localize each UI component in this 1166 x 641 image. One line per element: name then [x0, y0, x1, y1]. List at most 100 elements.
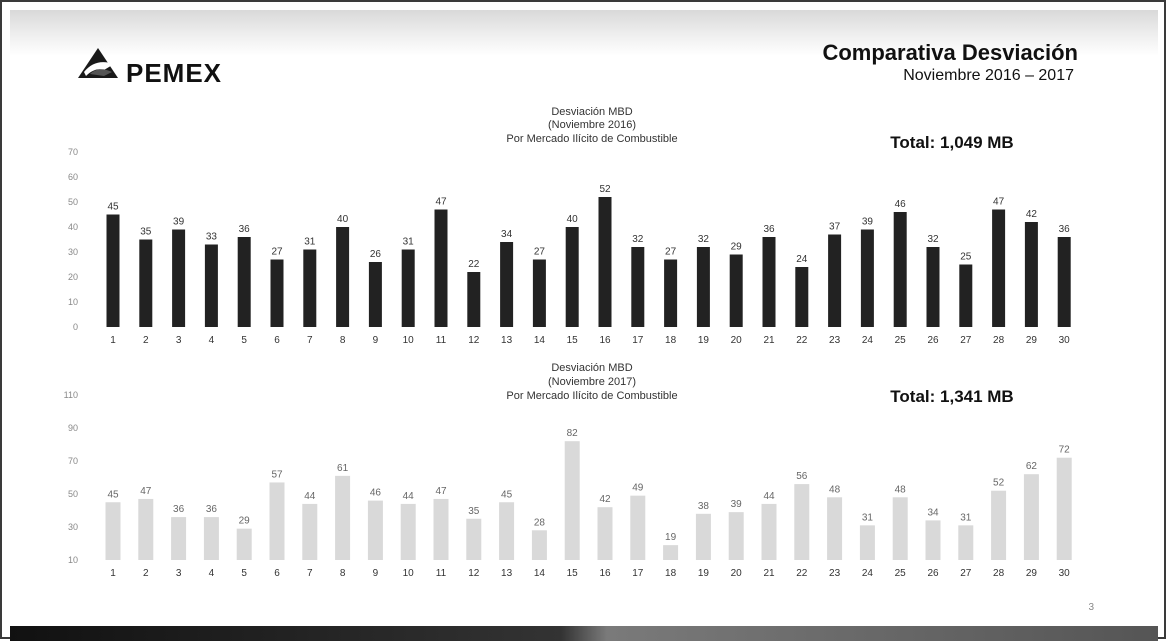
- chart-2016-xtick: 25: [895, 335, 907, 346]
- chart-2017-bar: [663, 545, 679, 560]
- chart-2017-bar: [794, 484, 810, 560]
- chart-2016-bar: [926, 247, 940, 327]
- chart-2016-xtick: 29: [1026, 335, 1038, 346]
- chart-2017-bar: [859, 525, 875, 560]
- chart-2016-xtick: 18: [665, 335, 677, 346]
- chart-2016-xtick: 16: [599, 335, 611, 346]
- chart-2016-bar: [401, 249, 415, 327]
- chart-2016-value-label: 47: [993, 197, 1005, 208]
- chart-2017-bar: [138, 498, 154, 560]
- chart-november-2017: Desviación MBD (Noviembre 2017) Por Merc…: [64, 362, 1072, 579]
- chart-2017-value-label: 72: [1059, 445, 1071, 456]
- chart-2017-value-label: 44: [304, 491, 316, 502]
- chart-2017-bar: [1023, 474, 1039, 560]
- chart-2017-bar: [827, 497, 843, 560]
- chart-2016-ytick: 20: [68, 272, 78, 282]
- chart-2017-value-label: 31: [960, 512, 972, 523]
- header-band: [10, 10, 1158, 56]
- chart-2016-ytick: 30: [68, 247, 78, 257]
- chart-2017-bar: [367, 500, 383, 560]
- chart-2016-bar: [434, 209, 448, 327]
- chart-2016-title: Desviación MBD: [551, 106, 632, 118]
- chart-2017-value-label: 39: [731, 499, 743, 510]
- chart-2017-value-label: 47: [140, 486, 152, 497]
- chart-2017-value-label: 35: [468, 506, 480, 517]
- chart-2017-xtick: 6: [274, 568, 280, 579]
- chart-2016-bar: [336, 227, 350, 327]
- chart-2016-value-labels: 45 35 39 33 36 27 31 40 26 31 47 22 34 27 40 52 32 27 32 29…: [107, 184, 1070, 270]
- page-number: 3: [1088, 602, 1094, 613]
- chart-2016-xtick: 3: [176, 335, 182, 346]
- chart-2016-value-label: 32: [927, 234, 939, 245]
- chart-2016-value-label: 36: [763, 224, 775, 235]
- chart-2016-value-label: 52: [599, 184, 611, 195]
- chart-2016-value-label: 36: [1059, 224, 1071, 235]
- chart-2016-xtick: 8: [340, 335, 346, 346]
- chart-2017-bar: [991, 490, 1007, 560]
- chart-2016-xtick: 5: [241, 335, 247, 346]
- chart-2016-xtick: 30: [1059, 335, 1071, 346]
- chart-2016-xtick: 6: [274, 335, 280, 346]
- chart-2017-xtick: 4: [209, 568, 215, 579]
- chart-2016-xtick: 23: [829, 335, 841, 346]
- chart-2017-value-label: 47: [435, 486, 447, 497]
- chart-2017-bar: [466, 518, 482, 560]
- chart-2016-value-label: 47: [435, 197, 447, 208]
- chart-2016-xtick: 15: [567, 335, 579, 346]
- chart-2016-ytick: 60: [68, 172, 78, 182]
- chart-2017-subtitle2: Por Mercado Ilícito de Combustible: [506, 390, 677, 402]
- chart-2017-bar: [499, 502, 515, 560]
- chart-2017-subtitle: (Noviembre 2017): [548, 376, 636, 388]
- chart-2017-bar: [761, 503, 777, 560]
- chart-2017-ytick: 50: [68, 489, 78, 499]
- chart-2017-value-label: 44: [403, 491, 415, 502]
- chart-2016-bar: [237, 237, 251, 327]
- chart-2017-xtick: 9: [373, 568, 379, 579]
- chart-2017-bar: [433, 498, 449, 560]
- chart-2017-xtick: 5: [241, 568, 247, 579]
- chart-2016-xtick: 22: [796, 335, 808, 346]
- chart-2017-xtick: 11: [436, 568, 447, 579]
- chart-november-2016: Desviación MBD (Noviembre 2016) Por Merc…: [68, 106, 1071, 346]
- chart-2016-value-label: 39: [862, 217, 874, 228]
- chart-2016-xtick: 17: [632, 335, 644, 346]
- chart-2016-total-label: Total: 1,049 MB: [890, 133, 1013, 152]
- chart-2017-value-label: 49: [632, 483, 644, 494]
- chart-2016-xtick: 2: [143, 335, 149, 346]
- chart-2017-bar: [564, 441, 580, 560]
- chart-2016-xtick: 10: [403, 335, 415, 346]
- chart-2017-value-label: 38: [698, 501, 710, 512]
- chart-2017-value-label: 46: [370, 488, 382, 499]
- chart-2017-x-axis: 1 2 3 4 5 6 7 8 9 10 11 12 13 14 15 16 17 18 19 20 21 22 23 24 2…: [110, 568, 1070, 579]
- chart-2017-total-label: Total: 1,341 MB: [890, 387, 1013, 406]
- chart-2016-xtick: 24: [862, 335, 874, 346]
- chart-2017-value-label: 45: [107, 489, 119, 500]
- chart-2017-value-label: 57: [271, 469, 283, 480]
- chart-2017-value-label: 48: [895, 484, 907, 495]
- chart-2016-bar: [1024, 222, 1038, 327]
- chart-2017-bar: [302, 503, 318, 560]
- pemex-eagle-icon: [78, 48, 118, 78]
- chart-2016-xtick: 20: [731, 335, 743, 346]
- chart-2016-value-label: 26: [370, 249, 382, 260]
- chart-2016-value-label: 32: [632, 234, 644, 245]
- chart-2017-xtick: 25: [895, 568, 907, 579]
- chart-2016-y-axis: 0 10 20 30 40 50 60 70: [68, 147, 78, 332]
- chart-2017-xtick: 10: [403, 568, 415, 579]
- chart-2016-bar: [696, 247, 710, 327]
- chart-2016-value-label: 32: [698, 234, 710, 245]
- chart-2016-bar: [500, 242, 514, 327]
- chart-2017-xtick: 14: [534, 568, 546, 579]
- chart-2017-value-label: 29: [239, 516, 251, 527]
- chart-2016-xtick: 9: [373, 335, 379, 346]
- chart-2016-bar: [303, 249, 317, 327]
- chart-2017-y-axis: 10 30 50 70 90 110: [64, 390, 78, 565]
- chart-2017-value-label: 34: [927, 507, 939, 518]
- chart-2016-value-label: 25: [960, 252, 972, 263]
- chart-2017-bar: [105, 502, 121, 560]
- chart-2016-value-label: 40: [567, 214, 579, 225]
- chart-2017-xtick: 28: [993, 568, 1005, 579]
- chart-2017-bars: [105, 441, 1072, 560]
- chart-2017-value-label: 62: [1026, 461, 1038, 472]
- chart-2017-value-label: 44: [763, 491, 775, 502]
